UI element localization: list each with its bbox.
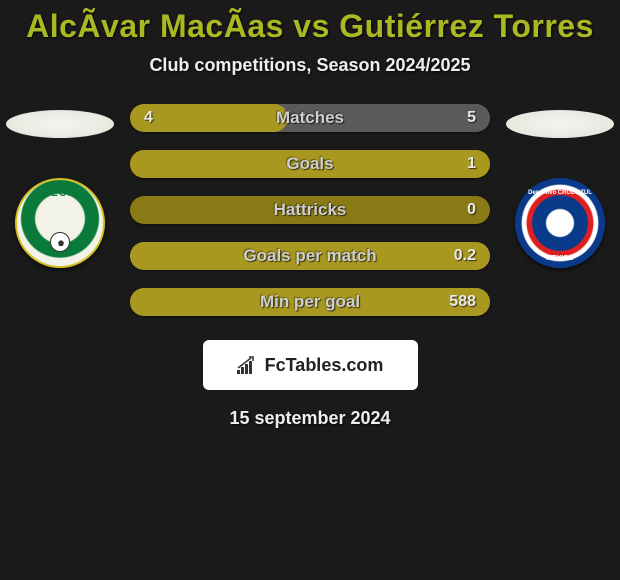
right-player-photo-placeholder xyxy=(506,110,614,138)
stat-row: Hattricks 0 xyxy=(130,196,490,224)
season-subtitle: Club competitions, Season 2024/2025 xyxy=(0,55,620,76)
stat-label: Goals per match xyxy=(243,246,376,266)
stat-row: Matches 4 5 xyxy=(130,104,490,132)
left-player-column xyxy=(0,104,120,268)
soccer-ball-icon xyxy=(50,232,70,252)
stat-value-right: 0 xyxy=(467,201,476,219)
stat-label: Goals xyxy=(286,154,333,174)
brand-badge[interactable]: FcTables.com xyxy=(203,340,418,390)
stat-row: Min per goal 588 xyxy=(130,288,490,316)
leon-club-badge xyxy=(15,178,105,268)
stat-value-right: 0.2 xyxy=(454,247,476,265)
stats-list: Matches 4 5 Goals 1 Hattricks 0 Goals per match… xyxy=(130,104,490,316)
stat-value-left: 4 xyxy=(144,109,153,127)
fctables-logo-icon xyxy=(237,356,259,374)
cruz-azul-club-badge xyxy=(515,178,605,268)
left-player-photo-placeholder xyxy=(6,110,114,138)
stat-label: Matches xyxy=(276,108,344,128)
page-title: AlcÃ­var MacÃ­as vs Gutiérrez Torres xyxy=(0,8,620,45)
stat-value-right: 588 xyxy=(449,293,476,311)
stat-label: Hattricks xyxy=(274,200,347,220)
date-caption: 15 september 2024 xyxy=(0,408,620,429)
comparison-card: AlcÃ­var MacÃ­as vs Gutiérrez Torres Clu… xyxy=(0,0,620,429)
main-area: Matches 4 5 Goals 1 Hattricks 0 Goals per match… xyxy=(0,104,620,316)
brand-text: FcTables.com xyxy=(265,355,384,376)
stat-value-right: 1 xyxy=(467,155,476,173)
stat-label: Min per goal xyxy=(260,292,360,312)
stat-value-right: 5 xyxy=(467,109,476,127)
right-player-column xyxy=(500,104,620,268)
stat-row: Goals per match 0.2 xyxy=(130,242,490,270)
stat-row: Goals 1 xyxy=(130,150,490,178)
stat-fill-left xyxy=(130,104,288,132)
